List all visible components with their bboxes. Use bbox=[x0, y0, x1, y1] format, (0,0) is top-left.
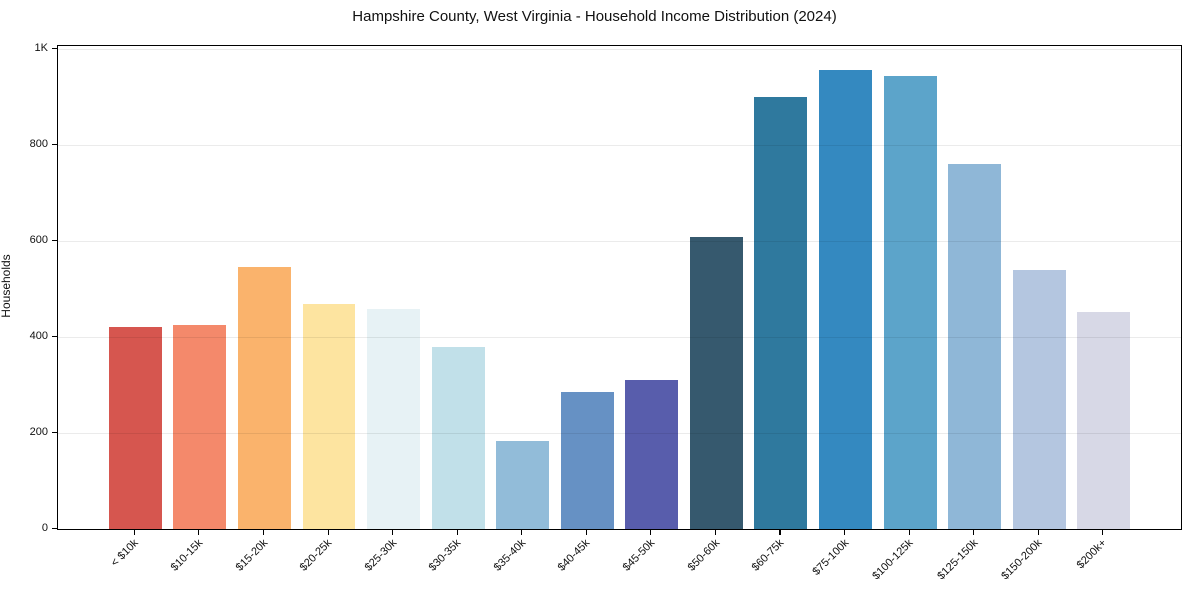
x-tick-mark bbox=[198, 530, 200, 535]
x-tick-mark bbox=[1102, 530, 1104, 535]
x-tick-mark bbox=[779, 530, 781, 535]
bar-slot bbox=[878, 46, 943, 529]
y-tick-mark bbox=[52, 527, 57, 529]
bar-$150-200k bbox=[1012, 270, 1066, 529]
bar-< $10k bbox=[108, 327, 162, 529]
x-tick-mark bbox=[714, 530, 716, 535]
bar-$20-25k bbox=[302, 304, 356, 529]
x-tick-label: $15-20k bbox=[233, 537, 270, 574]
bar-$40-45k bbox=[560, 392, 614, 529]
x-tick-mark bbox=[585, 530, 587, 535]
x-tick-mark bbox=[262, 530, 265, 535]
bar-$10-15k bbox=[173, 325, 227, 529]
plot-area bbox=[57, 45, 1182, 530]
bar-slot bbox=[361, 46, 426, 529]
x-tick-mark bbox=[456, 530, 458, 535]
bar-slot bbox=[749, 46, 814, 529]
bar-slot bbox=[426, 46, 491, 529]
x-tick-mark bbox=[650, 530, 652, 535]
bar-slot bbox=[1007, 46, 1072, 529]
y-tick-mark bbox=[52, 335, 57, 337]
bar-$35-40k bbox=[496, 441, 550, 529]
x-tick-label: $75-100k bbox=[810, 537, 851, 578]
x-tick-label: $100-125k bbox=[870, 537, 916, 583]
y-tick-label: 0 bbox=[41, 522, 48, 534]
y-tick-mark bbox=[52, 143, 57, 145]
y-tick-label: 800 bbox=[29, 138, 48, 150]
y-tick-mark bbox=[52, 47, 57, 49]
bar-$45-50k bbox=[625, 380, 679, 529]
x-tick-label: $60-75k bbox=[749, 537, 787, 574]
y-tick-label: 1K bbox=[34, 42, 48, 54]
chart-title: Hampshire County, West Virginia - Househ… bbox=[352, 8, 837, 25]
x-tick-label: $150-200k bbox=[999, 537, 1045, 583]
bar-$200k+ bbox=[1077, 312, 1131, 529]
bar-$125-150k bbox=[948, 164, 1002, 529]
bar-$25-30k bbox=[367, 309, 420, 529]
x-tick-label: $40-45k bbox=[556, 537, 593, 574]
x-tick-mark bbox=[392, 530, 394, 535]
bar-slot bbox=[297, 46, 362, 529]
y-tick-label: 400 bbox=[29, 330, 48, 342]
x-tick-mark bbox=[521, 530, 523, 535]
x-tick-mark bbox=[327, 530, 329, 535]
bar-slot bbox=[813, 46, 878, 529]
y-tick-label: 200 bbox=[29, 426, 48, 438]
bar-slot bbox=[103, 46, 168, 529]
x-tick-label: $20-25k bbox=[297, 537, 335, 574]
x-tick-label: $25-30k bbox=[362, 537, 399, 574]
x-tick-label: $35-40k bbox=[491, 537, 529, 574]
x-tick-mark bbox=[908, 530, 910, 535]
bar-slot bbox=[1071, 46, 1136, 529]
y-tick-label: 600 bbox=[29, 234, 48, 246]
bar-$15-20k bbox=[237, 266, 291, 529]
bar-$75-100k bbox=[819, 69, 872, 529]
bar-$50-60k bbox=[689, 237, 743, 529]
bar-$60-75k bbox=[754, 97, 808, 529]
x-tick-label: $10-15k bbox=[168, 537, 206, 574]
bar-slot bbox=[232, 46, 297, 529]
bar-slot bbox=[684, 46, 749, 529]
x-tick-mark bbox=[973, 530, 975, 535]
bar-$30-35k bbox=[431, 346, 485, 529]
x-tick-label: < $10k bbox=[108, 537, 141, 570]
bar-slot bbox=[620, 46, 685, 529]
bar-slot bbox=[942, 46, 1007, 529]
x-tick-label: $30-35k bbox=[426, 537, 464, 574]
bar-slot bbox=[168, 46, 233, 529]
x-tick-mark bbox=[844, 530, 846, 535]
x-tick-mark bbox=[1037, 530, 1039, 535]
bar-slot bbox=[490, 46, 555, 529]
y-tick-mark bbox=[52, 431, 57, 433]
bars-container bbox=[58, 46, 1181, 529]
bar-$100-125k bbox=[883, 76, 937, 529]
x-tick-label: $200k+ bbox=[1074, 537, 1110, 572]
x-tick-label: $125-150k bbox=[934, 537, 981, 583]
x-tick-label: $45-50k bbox=[620, 537, 658, 574]
x-tick-label: $50-60k bbox=[685, 537, 722, 574]
x-tick-mark bbox=[133, 530, 135, 535]
bar-slot bbox=[555, 46, 620, 529]
y-axis-label: Households bbox=[0, 254, 13, 318]
y-tick-mark bbox=[52, 239, 57, 241]
